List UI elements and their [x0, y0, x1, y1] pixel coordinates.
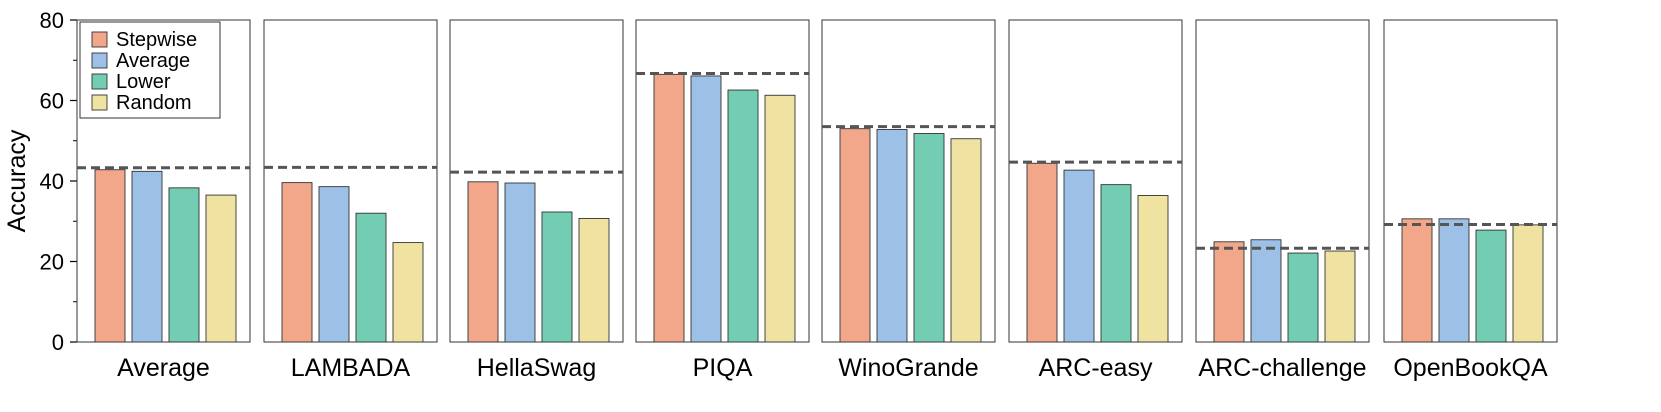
category-label: ARC-challenge [1198, 354, 1366, 382]
bar-stepwise [653, 73, 685, 343]
bar-lower [913, 133, 945, 343]
bar-random [1324, 250, 1356, 343]
bar-average [876, 129, 908, 343]
bar-random [950, 138, 982, 343]
y-tick-label: 40 [40, 169, 64, 194]
y-axis: 0 20 40 60 80 Accuracy [3, 8, 77, 355]
bar-stepwise [467, 181, 499, 343]
panel-frame [1195, 19, 1370, 343]
bar-lower [1475, 229, 1507, 343]
panel-average: Average [76, 19, 251, 382]
y-tick-label: 80 [40, 8, 64, 33]
bar-lower [355, 212, 387, 343]
y-tick-label: 20 [40, 250, 64, 275]
panel-frame [76, 19, 251, 343]
y-tick-label: 0 [52, 330, 64, 355]
panel-frame [1383, 19, 1558, 343]
bar-random [1137, 195, 1169, 343]
bar-average [690, 75, 722, 343]
legend-label: Stepwise [116, 29, 197, 51]
panel-lambada: LAMBADA [263, 19, 438, 382]
bar-stepwise [1213, 241, 1245, 343]
bar-stepwise [1401, 218, 1433, 343]
chart-panels: Average LAMBADA HellaSwag PIQA WinoGrande ARC… [76, 19, 1558, 382]
category-label: WinoGrande [838, 354, 978, 382]
legend-swatch [91, 73, 108, 90]
bar-lower [1287, 252, 1319, 343]
category-label: Average [117, 354, 210, 382]
panel-hellaswag: HellaSwag [449, 19, 624, 382]
panel-arc-challenge: ARC-challenge [1195, 19, 1370, 382]
bar-lower [1100, 184, 1132, 343]
panel-piqa: PIQA [635, 19, 810, 382]
bar-random [392, 242, 424, 343]
bar-average [131, 170, 163, 343]
bar-average [1063, 169, 1095, 343]
bar-average [1438, 218, 1470, 343]
category-label: HellaSwag [477, 354, 597, 382]
category-label: ARC-easy [1039, 354, 1153, 382]
legend-swatch [91, 52, 108, 69]
bar-random [578, 217, 610, 343]
bar-average [504, 182, 536, 343]
bar-average [1250, 239, 1282, 343]
bar-average [318, 186, 350, 343]
bar-random [205, 194, 237, 343]
panel-arc-easy: ARC-easy [1008, 19, 1183, 382]
bar-stepwise [1026, 162, 1058, 343]
legend-label: Random [116, 92, 192, 114]
bar-lower [727, 89, 759, 343]
y-tick-label: 60 [40, 89, 64, 114]
panel-frame [263, 19, 438, 343]
category-label: OpenBookQA [1393, 354, 1548, 382]
panel-frame [635, 19, 810, 343]
bar-random [1512, 224, 1544, 343]
category-label: PIQA [693, 354, 753, 382]
y-axis-title: Accuracy [3, 129, 31, 232]
panel-frame [1008, 19, 1183, 343]
panel-frame [449, 19, 624, 343]
bar-stepwise [839, 128, 871, 343]
legend-label: Average [116, 50, 190, 72]
bar-lower [541, 211, 573, 343]
legend-swatch [91, 94, 108, 111]
bar-lower [168, 187, 200, 343]
bar-stepwise [94, 169, 126, 343]
panel-frame [821, 19, 996, 343]
bar-stepwise [281, 182, 313, 343]
panel-openbookqa: OpenBookQA [1383, 19, 1558, 382]
panel-winogrande: WinoGrande [821, 19, 996, 382]
bar-random [764, 94, 796, 343]
legend-swatch [91, 31, 108, 48]
legend-label: Lower [116, 71, 171, 93]
category-label: LAMBADA [291, 354, 411, 382]
